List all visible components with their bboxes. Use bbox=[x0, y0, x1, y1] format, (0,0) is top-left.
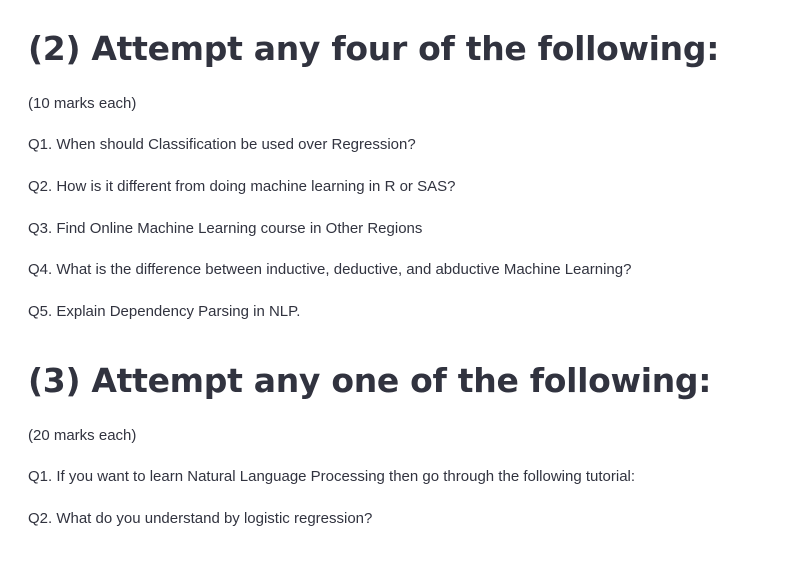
marks-note: (20 marks each) bbox=[28, 427, 137, 444]
question-item: Q2. How is it different from doing machi… bbox=[28, 178, 456, 195]
section-heading: (3) Attempt any one of the following: bbox=[28, 361, 712, 400]
question-item: Q5. Explain Dependency Parsing in NLP. bbox=[28, 303, 301, 320]
question-item: Q4. What is the difference between induc… bbox=[28, 261, 632, 278]
question-item: Q1. If you want to learn Natural Languag… bbox=[28, 468, 636, 485]
question-item: Q2. What do you understand by logistic r… bbox=[28, 510, 373, 527]
marks-note: (10 marks each) bbox=[28, 95, 137, 112]
section-heading: (2) Attempt any four of the following: bbox=[28, 29, 720, 68]
question-item: Q1. When should Classification be used o… bbox=[28, 136, 416, 153]
question-item: Q3. Find Online Machine Learning course … bbox=[28, 220, 423, 237]
